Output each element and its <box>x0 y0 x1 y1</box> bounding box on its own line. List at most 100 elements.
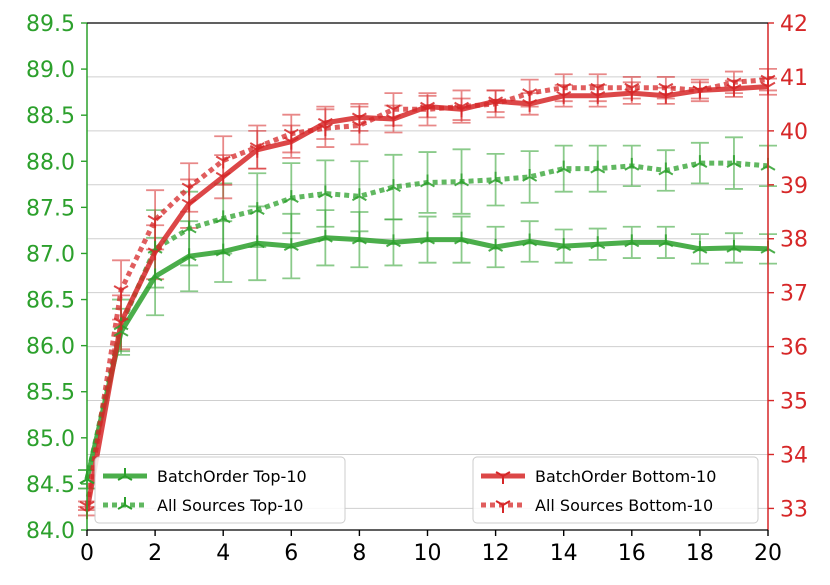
batchorder-bottom-10-point-3 <box>181 198 197 212</box>
legend-marker-batchorder-bottom-10 <box>495 471 511 484</box>
all-sources-top-10-point-14 <box>556 160 572 174</box>
all-sources-top-10-point-18 <box>692 155 708 168</box>
left-tick-label: 84.0 <box>26 519 75 544</box>
all-sources-bottom-10-point-17 <box>658 82 674 96</box>
all-sources-top-10-point-8 <box>351 188 367 202</box>
batchorder-bottom-10-point-1 <box>113 317 129 331</box>
all-sources-bottom-10-line <box>84 77 769 507</box>
legend-bottom-left: BatchOrder Top-10 All Sources Top-10 <box>94 456 346 524</box>
all-sources-bottom-10-point-5 <box>249 142 265 156</box>
batchorder-top-10-point-12 <box>488 239 504 252</box>
legend-marker-all-sources-top-10 <box>117 497 133 510</box>
series-lines <box>84 77 769 512</box>
right-tick-label: 42 <box>780 12 808 37</box>
batchorder-top-10-point-4 <box>215 243 231 257</box>
legend-marker-all-sources-bottom-10 <box>495 500 511 513</box>
left-tick-label: 89.0 <box>26 58 75 83</box>
legend-box <box>472 456 759 524</box>
left-tick-label: 86.0 <box>26 335 75 360</box>
all-sources-bottom-10-point-15 <box>590 82 606 96</box>
legend-label-all-sources-bottom-10: All Sources Bottom-10 <box>535 496 713 515</box>
x-tick-label: 18 <box>686 541 714 566</box>
all-sources-top-10-point-5 <box>249 202 265 215</box>
batchorder-top-10-point-19 <box>726 239 742 253</box>
legend-label-batchorder-top-10: BatchOrder Top-10 <box>157 467 307 486</box>
all-sources-bottom-10-point-16 <box>624 82 640 96</box>
batchorder-top-10-point-7 <box>317 229 333 243</box>
right-tick-label: 33 <box>780 497 808 522</box>
legend-box <box>94 456 346 524</box>
legend-bottom-right: BatchOrder Bottom-10 All Sources Bottom-1… <box>472 456 759 524</box>
batchorder-top-10-point-15 <box>590 236 606 250</box>
batchorder-bottom-10-point-2 <box>147 247 163 261</box>
all-sources-bottom-10-point-18 <box>692 85 708 99</box>
left-tick-label: 87.5 <box>26 196 75 221</box>
batchorder-top-10-point-6 <box>283 238 299 251</box>
left-tick-label: 85.0 <box>26 427 75 452</box>
all-sources-bottom-10-point-1 <box>113 285 129 298</box>
left-tick-label: 86.5 <box>26 289 75 314</box>
x-tick-label: 6 <box>284 541 298 566</box>
all-sources-top-10-point-19 <box>726 155 742 168</box>
legend-label-batchorder-bottom-10: BatchOrder Bottom-10 <box>535 467 716 486</box>
series-markers <box>79 74 776 520</box>
all-sources-bottom-10-point-4 <box>215 155 231 169</box>
x-tick-label: 20 <box>754 541 782 566</box>
all-sources-bottom-10-point-6 <box>283 128 299 142</box>
all-sources-top-10-point-15 <box>590 160 606 174</box>
batchorder-top-10-point-9 <box>385 234 401 248</box>
all-sources-top-10-point-7 <box>317 185 333 199</box>
batchorder-top-10-point-3 <box>181 248 197 262</box>
batchorder-top-10-point-5 <box>249 235 265 249</box>
batchorder-bottom-10-point-15 <box>590 90 606 104</box>
batchorder-top-10-point-18 <box>692 240 708 254</box>
batchorder-bottom-10-point-17 <box>658 90 674 104</box>
x-tick-label: 12 <box>482 541 510 566</box>
all-sources-bottom-10-point-13 <box>522 88 538 102</box>
right-tick-label: 38 <box>780 228 808 253</box>
legend-label-all-sources-top-10: All Sources Top-10 <box>157 496 303 515</box>
all-sources-top-10-point-12 <box>488 171 504 185</box>
x-tick-label: 4 <box>216 541 230 566</box>
x-tick-label: 10 <box>414 541 442 566</box>
right-tick-label: 39 <box>780 174 808 199</box>
right-tick-label: 36 <box>780 336 808 361</box>
left-tick-label: 88.0 <box>26 150 75 175</box>
batchorder-top-10-point-8 <box>351 231 367 245</box>
all-sources-top-10-point-13 <box>522 168 538 182</box>
left-tick-label: 85.5 <box>26 381 75 406</box>
batchorder-top-10-point-16 <box>624 234 640 248</box>
x-tick-label: 0 <box>80 541 94 566</box>
all-sources-bottom-10-point-12 <box>488 99 504 112</box>
all-sources-top-10-point-11 <box>454 173 470 187</box>
all-sources-bottom-10-point-8 <box>351 120 367 134</box>
x-tick-label: 14 <box>550 541 578 566</box>
left-tick-label: 84.5 <box>26 473 75 498</box>
all-sources-top-10-point-10 <box>420 174 435 188</box>
batchorder-bottom-10-point-4 <box>215 171 231 185</box>
all-sources-bottom-10-point-3 <box>181 182 197 196</box>
all-sources-top-10-point-3 <box>181 220 197 234</box>
right-tick-label: 34 <box>780 443 808 468</box>
right-tick-label: 40 <box>780 120 808 145</box>
batchorder-bottom-10-point-13 <box>522 99 538 112</box>
all-sources-bottom-10-point-9 <box>385 104 401 118</box>
right-tick-label: 37 <box>780 282 808 307</box>
all-sources-top-10-point-9 <box>385 179 401 192</box>
batchorder-top-10-point-17 <box>658 234 674 248</box>
error-bars <box>78 67 777 517</box>
all-sources-bottom-10-point-14 <box>556 82 572 96</box>
x-tick-label: 8 <box>352 541 366 566</box>
x-tick-label: 2 <box>148 541 162 566</box>
all-sources-bottom-10-point-11 <box>454 101 470 115</box>
left-tick-label: 89.5 <box>26 12 75 37</box>
all-sources-bottom-10-point-7 <box>317 123 333 137</box>
right-tick-label: 35 <box>780 390 808 415</box>
legend-marker-batchorder-top-10 <box>117 468 133 481</box>
all-sources-bottom-10-point-2 <box>147 214 163 228</box>
batchorder-bottom-10-point-9 <box>385 114 401 128</box>
batchorder-top-10-point-2 <box>147 268 163 282</box>
x-tick-label: 16 <box>618 541 646 566</box>
left-tick-label: 88.5 <box>26 104 75 129</box>
